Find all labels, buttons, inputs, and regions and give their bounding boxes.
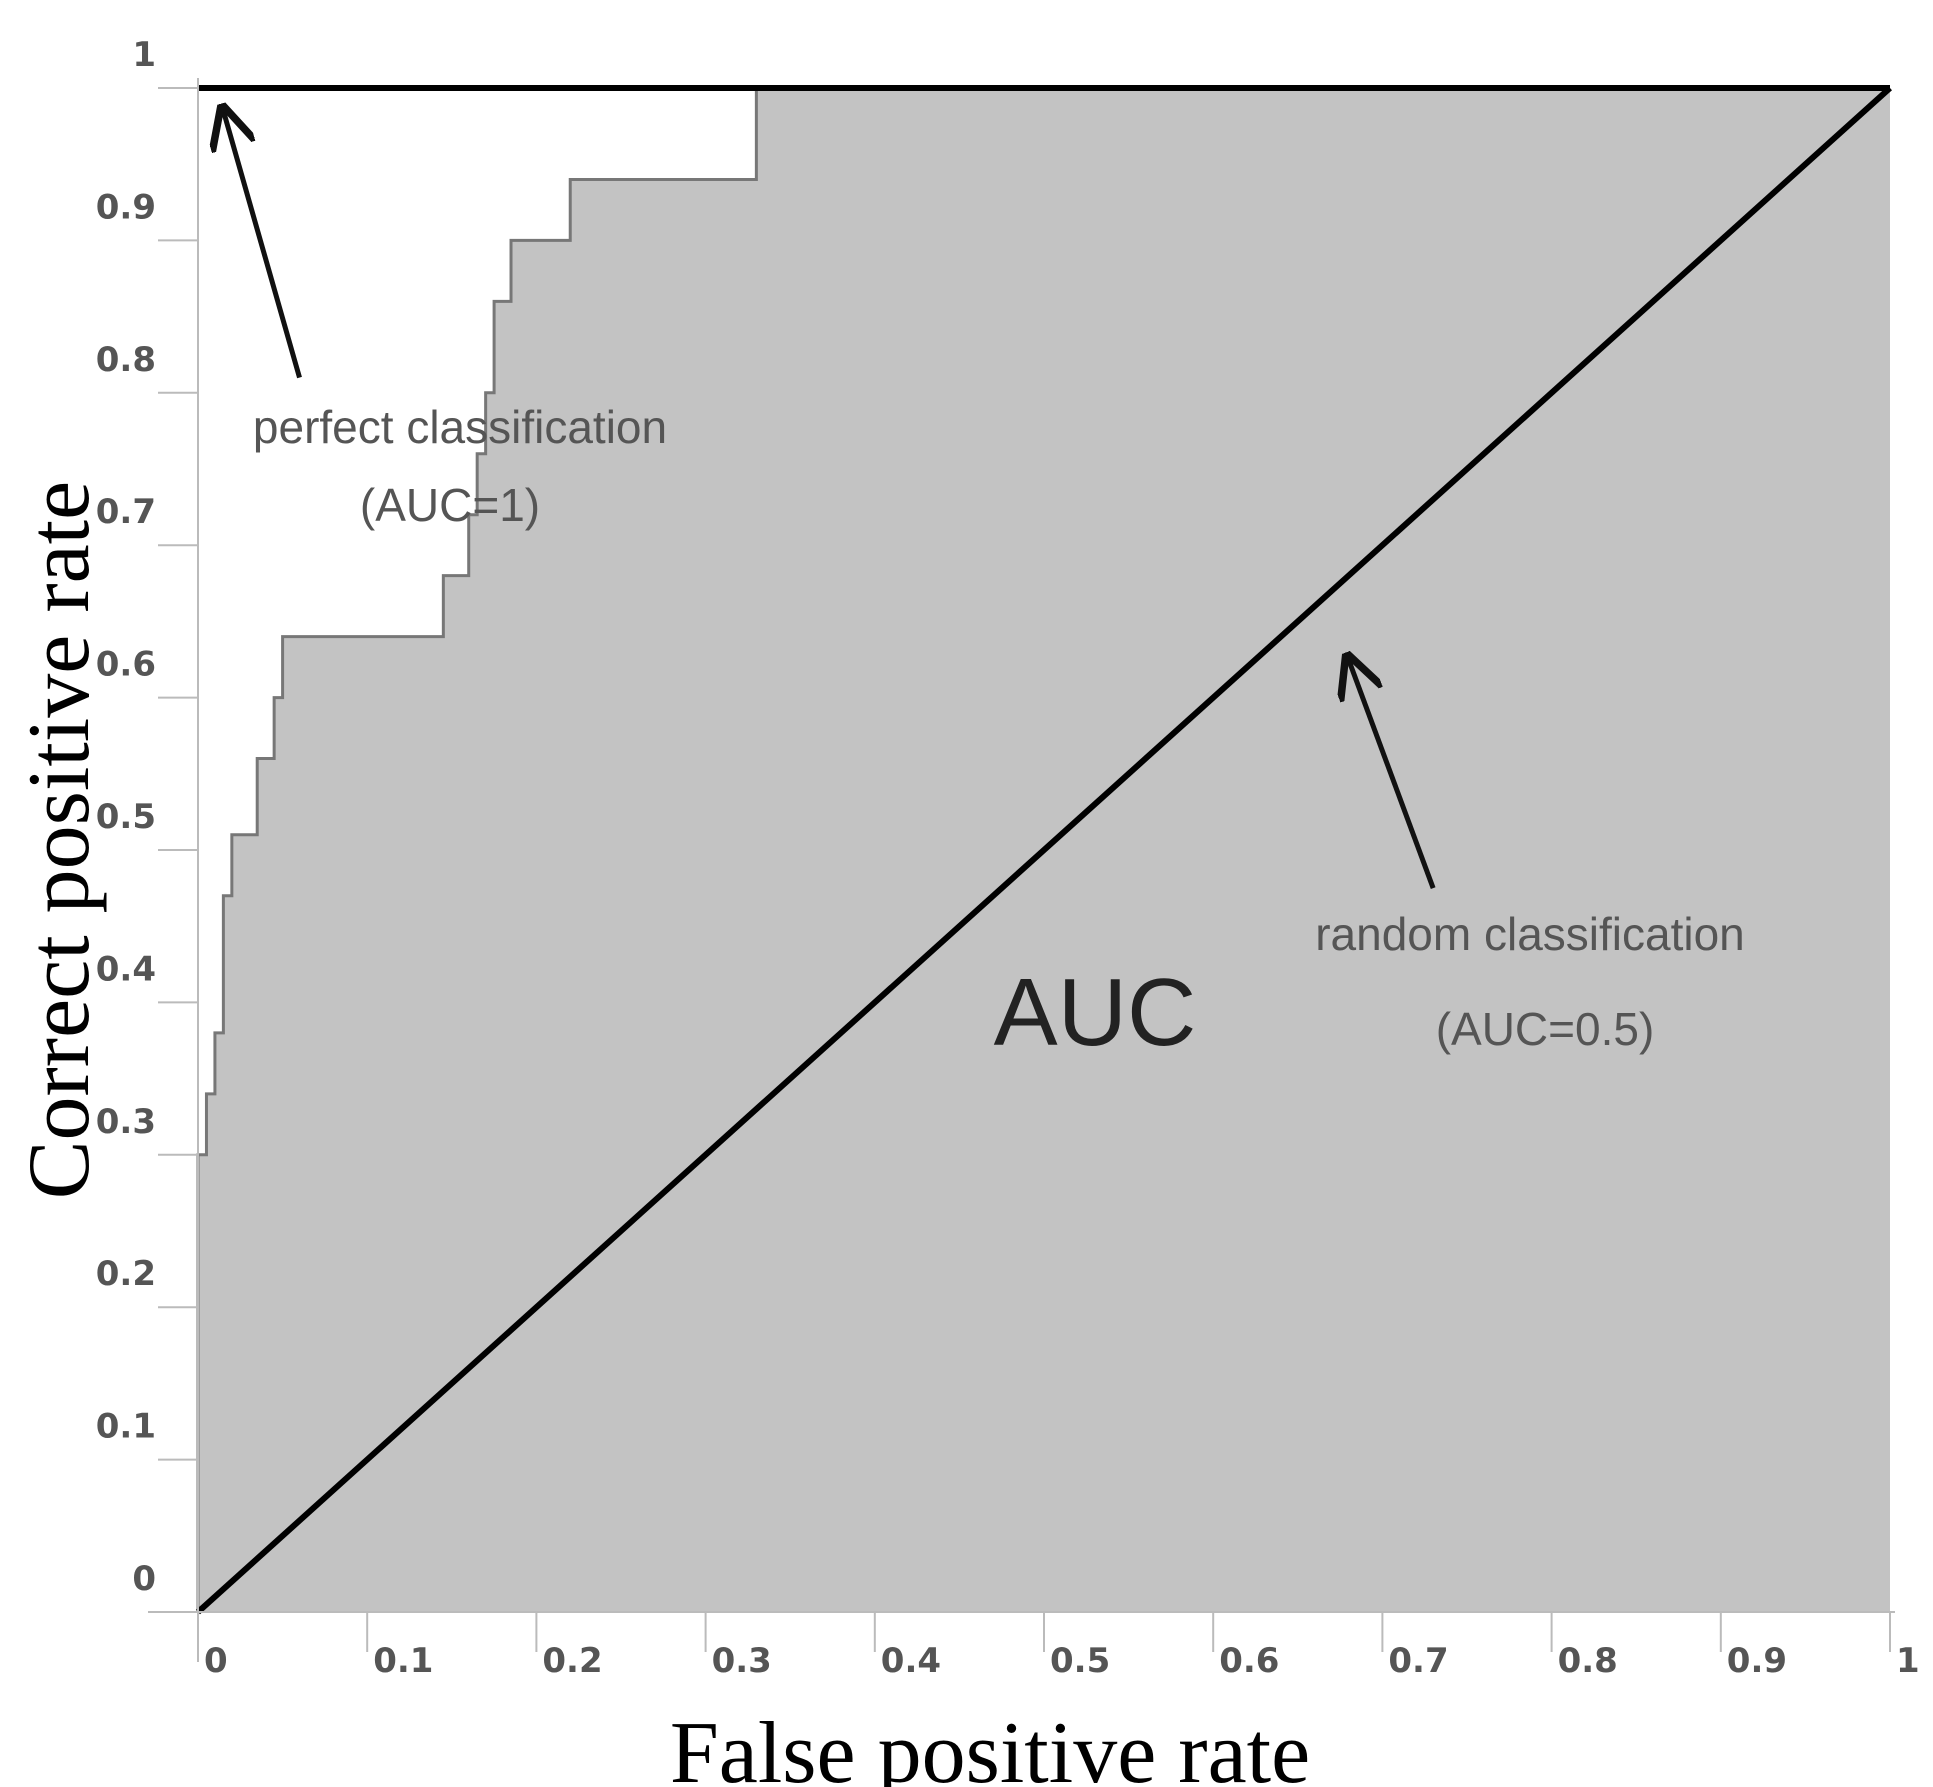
- x-tick-label: 0.1: [373, 1641, 433, 1681]
- axes: [148, 78, 1895, 1662]
- y-tick-label: 0.4: [96, 949, 156, 989]
- perfect-classification-arrow: [223, 111, 302, 379]
- x-tick-label: 0.9: [1727, 1641, 1787, 1681]
- random-classification-arrow: [1349, 660, 1436, 889]
- x-tick-label: 0.5: [1050, 1641, 1110, 1681]
- y-tick-label: 0.1: [96, 1407, 156, 1447]
- x-tick-label: 0.8: [1558, 1641, 1618, 1681]
- y-tick-label: 0.9: [96, 187, 156, 227]
- x-tick-label: 0.7: [1388, 1641, 1448, 1681]
- y-axis-title: Correct positive rate: [11, 481, 108, 1199]
- perfect-classification-auc: (AUC=1): [360, 479, 540, 531]
- y-tick-label: 0.5: [96, 797, 156, 837]
- random-classification-auc: (AUC=0.5): [1436, 1003, 1655, 1055]
- random-classification-line: [195, 85, 1893, 1615]
- x-tick-label: 0.6: [1219, 1641, 1279, 1681]
- y-tick-label: 0.3: [96, 1102, 156, 1142]
- tick-labels: 0 0.1 0.2 0.3 0.4 0.5 0.6 0.7 0.8 0.9 1 0 0.1 0.2 0.3 0…: [96, 35, 1920, 1681]
- y-tick-label: 0.7: [96, 492, 156, 532]
- x-tick-label: 1: [1896, 1641, 1920, 1681]
- y-tick-label: 0.8: [96, 340, 156, 380]
- x-tick-label: 0.2: [542, 1641, 602, 1681]
- x-tick-label: 0: [204, 1641, 228, 1681]
- y-tick-label: 0: [132, 1559, 156, 1599]
- roc-curve: [196, 86, 1890, 1612]
- x-tick-label: 0.4: [881, 1641, 941, 1681]
- y-tick-label: 1: [132, 35, 156, 75]
- random-classification-label: random classification: [1315, 908, 1745, 960]
- y-tick-label: 0.6: [96, 645, 156, 685]
- perfect-classification-label: perfect classification: [253, 401, 667, 453]
- x-axis-title: False positive rate: [670, 1705, 1310, 1787]
- auc-area-label: AUC: [994, 959, 1197, 1066]
- y-tick-label: 0.2: [96, 1254, 156, 1294]
- annotations: perfect classification (AUC=1) random cl…: [223, 111, 1745, 1066]
- x-tick-label: 0.3: [712, 1641, 772, 1681]
- plot-area: [195, 85, 1893, 1615]
